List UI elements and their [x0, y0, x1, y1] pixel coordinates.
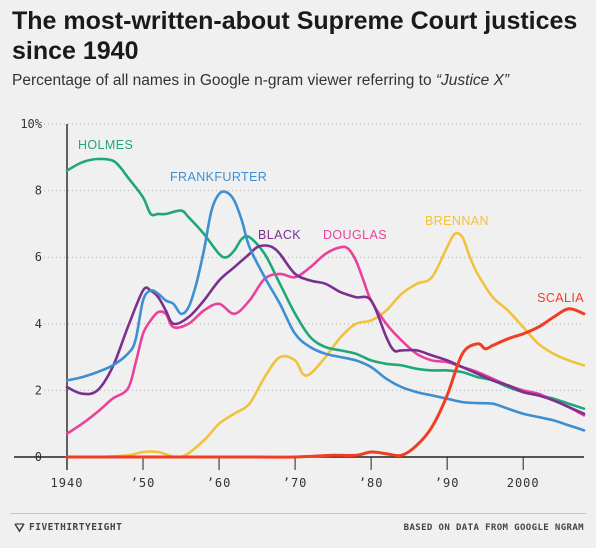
- series-label-frankfurter: FRANKFURTER: [170, 170, 267, 184]
- series-label-holmes: HOLMES: [78, 138, 133, 152]
- y-tick-label: 10%: [20, 117, 42, 131]
- series-label-black: BLACK: [258, 228, 301, 242]
- brand-name: FIVETHIRTYEIGHT: [29, 522, 123, 533]
- chart-subtitle: Percentage of all names in Google n-gram…: [12, 72, 592, 90]
- source-note: BASED ON DATA FROM GOOGLE NGRAM: [403, 523, 584, 533]
- y-tick-label: 8: [35, 184, 42, 198]
- series-line-black: [65, 244, 586, 415]
- series-line-holmes: [65, 157, 586, 410]
- x-tick-label: 2000: [507, 476, 540, 490]
- series-label-douglas: DOUGLAS: [323, 228, 387, 242]
- x-tick-label: ’50: [131, 476, 156, 490]
- series-line-brennan: [65, 231, 586, 459]
- series-line-frankfurter: [65, 190, 586, 432]
- x-tick-label: 1940: [51, 476, 84, 490]
- y-tick-label: 6: [35, 250, 42, 264]
- series-line-douglas: [65, 245, 586, 435]
- fivethirtyeight-icon: [14, 523, 25, 533]
- x-tick-label: ’90: [435, 476, 460, 490]
- chart-title: The most-written-about Supreme Court jus…: [12, 7, 578, 65]
- y-tick-label: 4: [35, 317, 42, 331]
- brand-logo: FIVETHIRTYEIGHT: [14, 522, 122, 533]
- footer-divider: [10, 513, 586, 514]
- y-tick-label: 2: [35, 383, 42, 397]
- x-tick-label: ’80: [359, 476, 384, 490]
- series-line-scalia: [65, 307, 586, 459]
- subtitle-text: Percentage of all names in Google n-gram…: [12, 72, 436, 89]
- x-tick-label: ’70: [283, 476, 308, 490]
- subtitle-term: “Justice X”: [435, 72, 510, 89]
- series-label-scalia: SCALIA: [537, 291, 584, 305]
- series-label-brennan: BRENNAN: [425, 214, 489, 228]
- x-tick-label: ’60: [207, 476, 232, 490]
